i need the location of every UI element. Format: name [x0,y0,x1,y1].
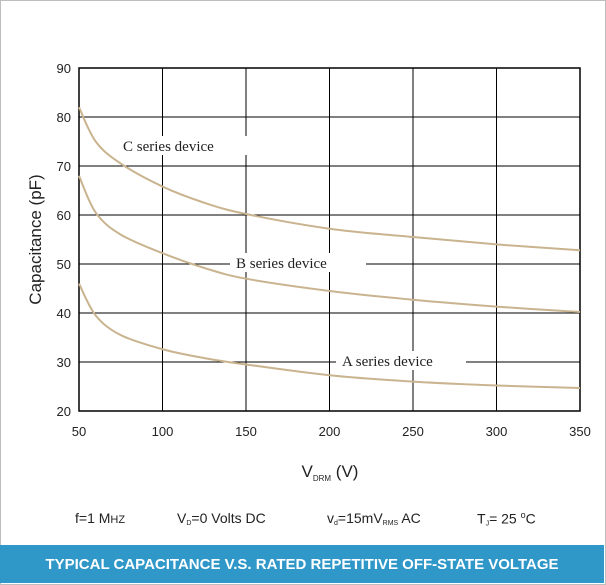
x-tick-label: 250 [402,424,424,439]
x-tick-label: 150 [235,424,257,439]
y-tick-label: 20 [57,404,71,419]
x-tick-label: 350 [569,424,591,439]
condition-tj: TJ= 25 oC [477,510,536,528]
y-tick-label: 60 [57,208,71,223]
y-axis-label: Capacitance (pF) [26,174,45,304]
series-line-c [78,106,581,252]
series-line-b [78,175,581,314]
x-tick-label: 300 [486,424,508,439]
y-tick-label: 80 [57,110,71,125]
condition-frequency: f=1 MHZ [75,510,126,526]
x-tick-label: 100 [152,424,174,439]
series-label: B series device [236,256,327,272]
series-label-background [336,351,466,370]
plot-area-border [78,67,581,412]
y-tick-label: 70 [57,159,71,174]
series-label-background [230,253,366,272]
x-tick-label: 200 [319,424,341,439]
x-tick-label: 50 [72,424,86,439]
y-tick-label: 50 [57,257,71,272]
figure-caption: TYPICAL CAPACITANCE V.S. RATED REPETITIV… [45,555,559,573]
series-label-background [117,136,249,155]
x-axis-label: VDRM (V) [302,462,359,483]
y-tick-label: 30 [57,355,71,370]
y-tick-label: 40 [57,306,71,321]
series-label: C series device [123,139,214,155]
series-label: A series device [342,354,433,370]
series-line-a [78,283,581,389]
y-tick-label: 90 [57,61,71,76]
capacitance-chart: 50 100 150 200 250 300 350 20 30 40 50 60 70 80 90 Capa… [26,61,591,483]
figure-caption-bar: TYPICAL CAPACITANCE V.S. RATED REPETITIV… [0,545,604,583]
condition-vd: VD=0 Volts DC [177,510,266,527]
condition-vd-ac: vd=15mVRMS AC [327,510,421,527]
